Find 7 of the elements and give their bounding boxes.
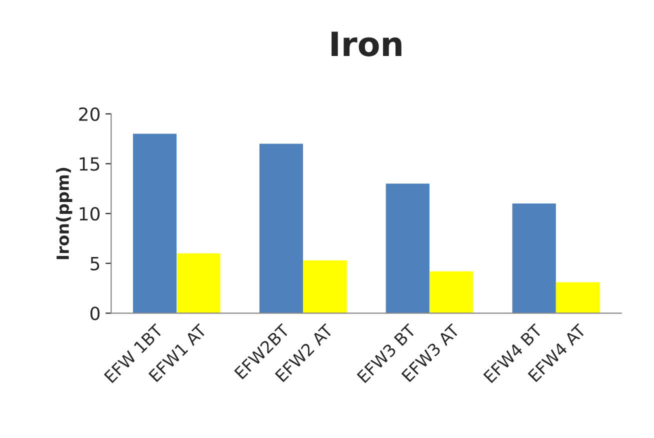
y-tick-label: 15 [80,157,100,171]
y-tick-label: 20 [79,107,100,121]
y-tick-label: 10 [80,206,100,221]
chart-title: Iron [332,32,402,56]
y-tick-label: 0 [90,306,100,320]
y-tick-label: 5 [90,257,100,270]
y-axis-title: Iron(ppm) [56,168,72,260]
